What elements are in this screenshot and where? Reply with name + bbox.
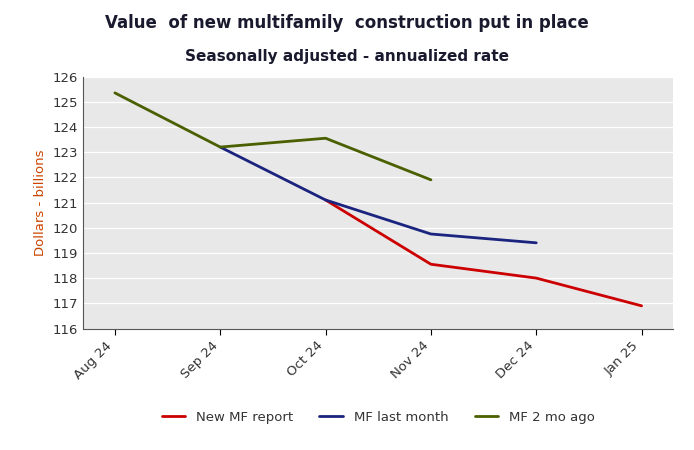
MF last month	[321, 197, 330, 202]
New MF report	[637, 303, 645, 309]
MF last month	[532, 240, 541, 246]
Text: Seasonally adjusted - annualized rate: Seasonally adjusted - annualized rate	[185, 50, 509, 64]
MF last month	[427, 231, 435, 237]
Line: New MF report: New MF report	[325, 200, 641, 306]
New MF report	[427, 261, 435, 267]
Text: Value  of new multifamily  construction put in place: Value of new multifamily construction pu…	[105, 14, 589, 32]
New MF report	[532, 275, 541, 281]
MF 2 mo ago	[216, 144, 224, 150]
MF 2 mo ago	[111, 90, 119, 95]
Legend: New MF report, MF last month, MF 2 mo ago: New MF report, MF last month, MF 2 mo ag…	[156, 405, 600, 429]
MF 2 mo ago	[427, 177, 435, 183]
Line: MF last month: MF last month	[220, 147, 536, 243]
Line: MF 2 mo ago: MF 2 mo ago	[115, 93, 431, 180]
New MF report	[321, 197, 330, 202]
Y-axis label: Dollars - billions: Dollars - billions	[35, 149, 47, 256]
MF last month	[216, 144, 224, 150]
MF 2 mo ago	[321, 135, 330, 141]
